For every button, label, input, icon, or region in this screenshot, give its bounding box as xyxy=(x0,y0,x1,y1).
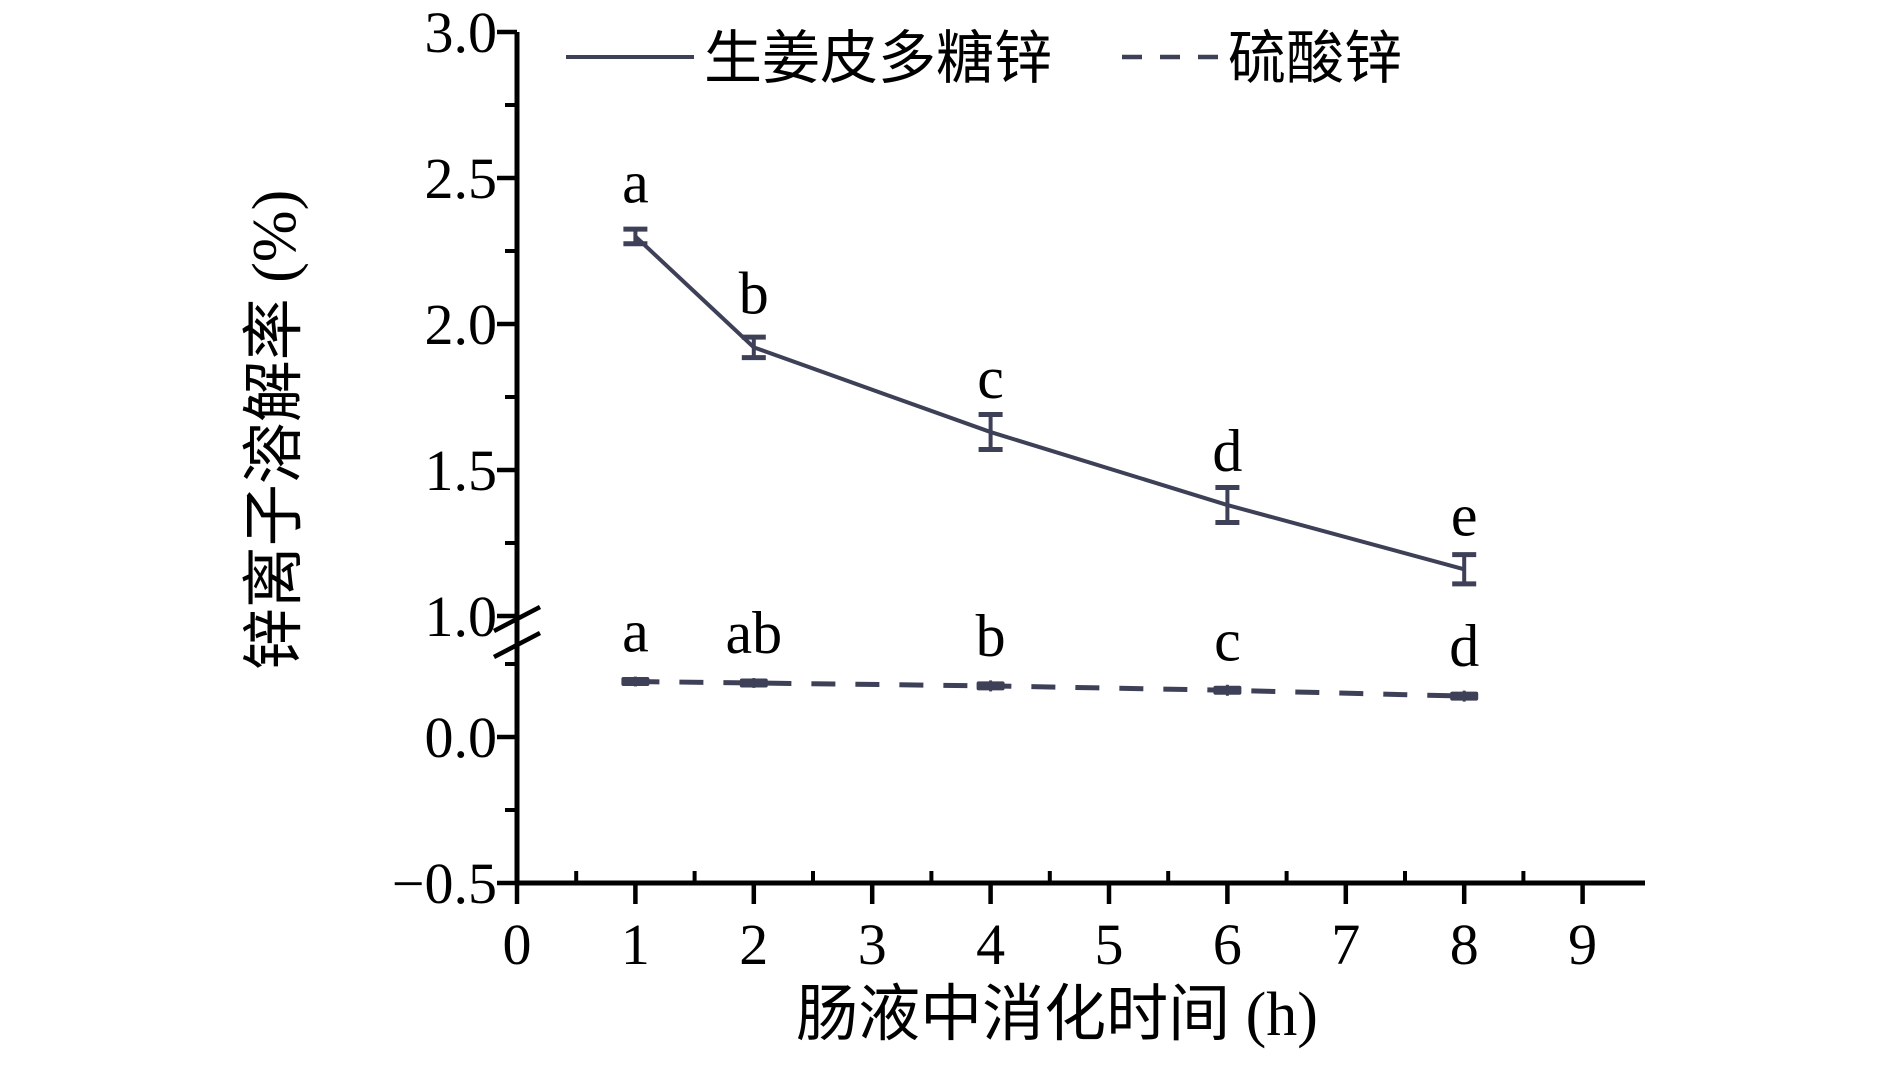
x-axis-tick-label: 7 xyxy=(1331,912,1360,977)
data-point-marker xyxy=(1213,685,1242,695)
data-point-marker xyxy=(621,677,650,687)
significance-letter: b xyxy=(739,260,769,326)
x-axis-tick-label: 1 xyxy=(621,912,650,977)
y-axis-title: 锌离子溶解率 (%) xyxy=(241,190,309,670)
significance-letter: ab xyxy=(725,600,782,666)
y-axis-tick-label: 3.0 xyxy=(425,0,498,65)
data-point-marker xyxy=(976,681,1005,691)
y-axis-tick-label: 1.0 xyxy=(425,584,498,649)
x-axis-tick-label: 5 xyxy=(1095,912,1124,977)
y-axis-tick-label: 0.0 xyxy=(425,705,498,770)
y-axis-tick-label: 1.5 xyxy=(425,438,498,503)
x-axis-tick-label: 3 xyxy=(858,912,887,977)
legend-label-zinc-sulfate: 硫酸锌 xyxy=(1228,26,1402,91)
significance-letter: a xyxy=(622,599,649,665)
legend: 生姜皮多糖锌 硫酸锌 xyxy=(566,26,1402,91)
significance-letter: b xyxy=(976,603,1006,669)
y-axis-tick-label: 2.5 xyxy=(425,146,498,211)
x-axis-tick-label: 8 xyxy=(1450,912,1479,977)
y-axis-tick-label: 2.0 xyxy=(425,292,498,357)
axes-layer: 3.0 2.5 2.0 1.5 1.0 0.0 −0.50 1 2 3 4 5 6 7 8 9 xyxy=(392,0,1645,977)
y-axis-break-slash xyxy=(492,605,542,633)
x-axis-tick-label: 2 xyxy=(739,912,768,977)
y-axis-tick-label: −0.5 xyxy=(392,851,497,916)
significance-letter: a xyxy=(622,149,649,215)
significance-letter: c xyxy=(977,345,1004,411)
x-axis-title: 肠液中消化时间 (h) xyxy=(796,981,1318,1049)
significance-letter: e xyxy=(1451,482,1478,548)
x-axis-tick-label: 0 xyxy=(503,912,532,977)
significance-letter: d xyxy=(1212,418,1242,484)
data-point-marker xyxy=(739,678,768,688)
x-axis-tick-label: 9 xyxy=(1568,912,1597,977)
data-point-marker xyxy=(1450,691,1479,701)
y-axis-break-slash xyxy=(492,631,542,659)
significance-letter: d xyxy=(1449,613,1479,679)
x-axis-tick-label: 6 xyxy=(1213,912,1242,977)
x-axis-tick-label: 4 xyxy=(976,912,1005,977)
significance-letter: c xyxy=(1214,607,1241,673)
legend-label-polysaccharide-zinc: 生姜皮多糖锌 xyxy=(704,26,1052,91)
